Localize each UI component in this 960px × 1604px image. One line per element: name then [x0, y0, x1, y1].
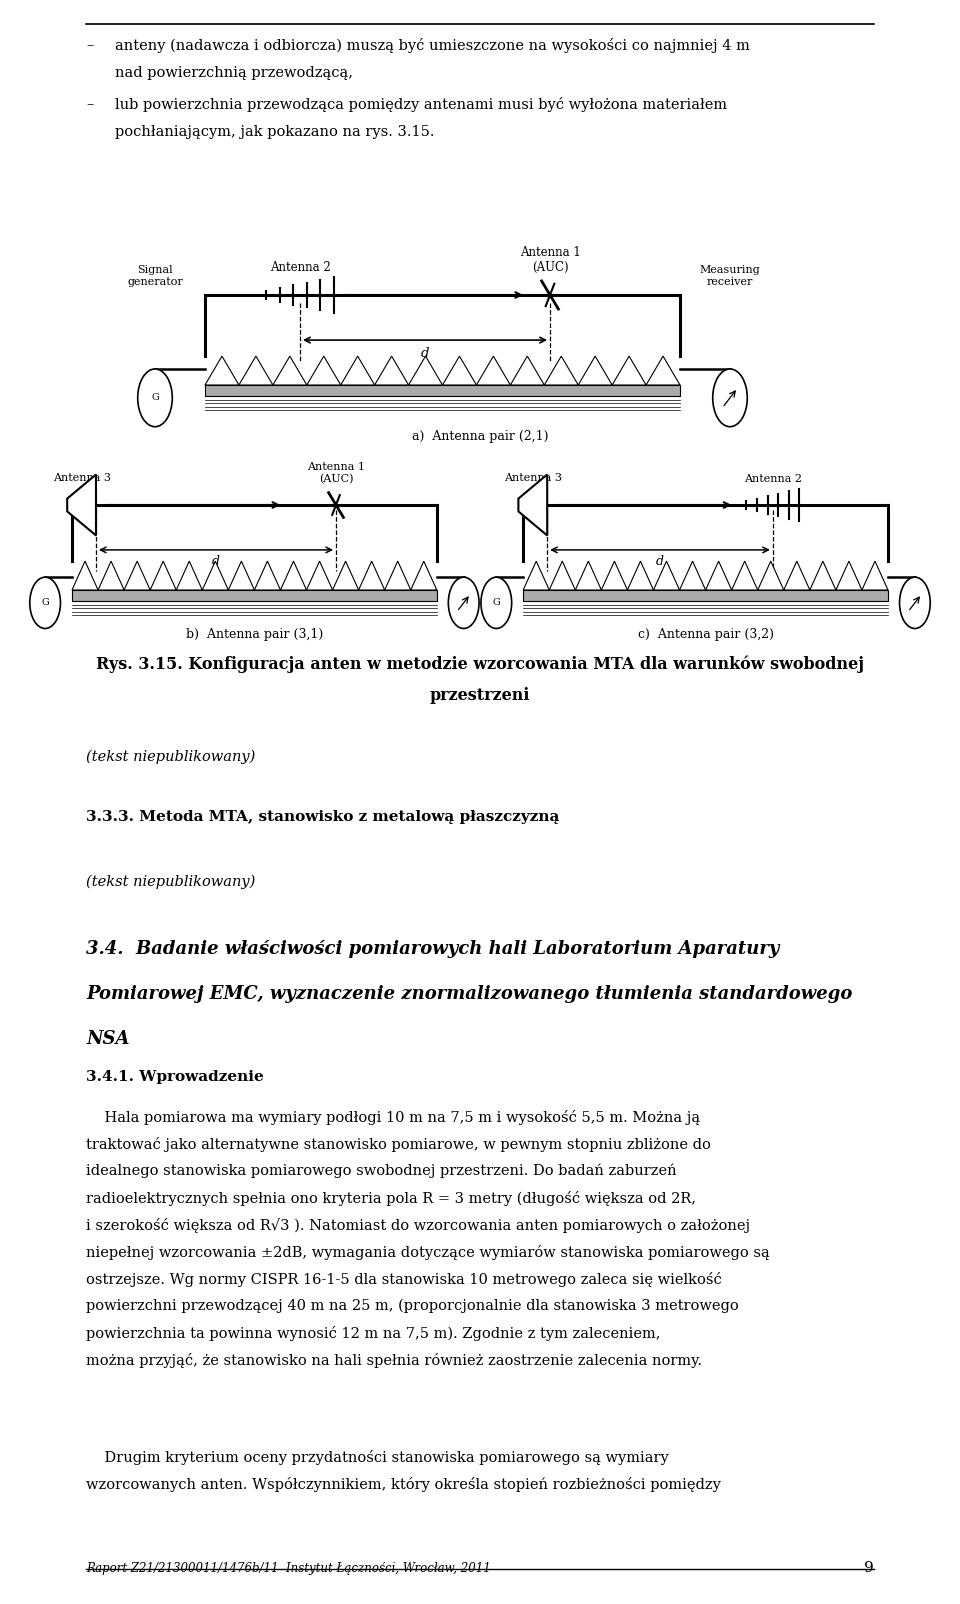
- Bar: [72, 590, 437, 602]
- Polygon shape: [836, 561, 862, 590]
- Text: –: –: [86, 96, 94, 111]
- Polygon shape: [578, 356, 612, 385]
- Circle shape: [137, 369, 172, 427]
- Text: 3.4.1. Wprowadzenie: 3.4.1. Wprowadzenie: [86, 1070, 264, 1084]
- Text: (tekst niepublikowany): (tekst niepublikowany): [86, 751, 255, 765]
- Text: powierzchnia ta powinna wynosić 12 m na 7,5 m). Zgodnie z tym zaleceniem,: powierzchnia ta powinna wynosić 12 m na …: [86, 1325, 660, 1341]
- Text: lub powierzchnia przewodząca pomiędzy antenami musi być wyłożona materiałem: lub powierzchnia przewodząca pomiędzy an…: [115, 96, 728, 112]
- Text: Rys. 3.15. Konfiguracja anten w metodzie wzorcowania MTA dla warunków swobodnej: Rys. 3.15. Konfiguracja anten w metodzie…: [96, 654, 864, 672]
- Polygon shape: [518, 475, 547, 536]
- Text: traktować jako alternatywne stanowisko pomiarowe, w pewnym stopniu zbliżone do: traktować jako alternatywne stanowisko p…: [86, 1137, 711, 1152]
- Text: Antenna 1
(AUC): Antenna 1 (AUC): [519, 245, 581, 274]
- Polygon shape: [783, 561, 810, 590]
- Circle shape: [448, 577, 479, 629]
- Polygon shape: [628, 561, 654, 590]
- Polygon shape: [341, 356, 374, 385]
- Polygon shape: [706, 561, 732, 590]
- Text: Antenna 2: Antenna 2: [744, 475, 802, 484]
- Text: 3.4.  Badanie właściwości pomiarowych hali Laboratorium Aparatury: 3.4. Badanie właściwości pomiarowych hal…: [86, 940, 780, 958]
- Polygon shape: [385, 561, 411, 590]
- Polygon shape: [203, 561, 228, 590]
- Polygon shape: [680, 561, 706, 590]
- Circle shape: [712, 369, 747, 427]
- Text: d: d: [420, 346, 429, 359]
- Text: Antenna 3: Antenna 3: [53, 473, 110, 483]
- Polygon shape: [612, 356, 646, 385]
- Circle shape: [30, 577, 60, 629]
- Text: NSA: NSA: [86, 1030, 130, 1047]
- Text: d: d: [656, 555, 664, 568]
- Polygon shape: [544, 356, 578, 385]
- Text: ostrzejsze. Wg normy CISPR 16-1-5 dla stanowiska 10 metrowego zaleca się wielkoś: ostrzejsze. Wg normy CISPR 16-1-5 dla st…: [86, 1272, 722, 1286]
- Text: Drugim kryterium oceny przydatności stanowiska pomiarowego są wymiary: Drugim kryterium oceny przydatności stan…: [86, 1450, 669, 1464]
- Text: idealnego stanowiska pomiarowego swobodnej przestrzeni. Do badań zaburzeń: idealnego stanowiska pomiarowego swobodn…: [86, 1165, 677, 1179]
- Polygon shape: [476, 356, 511, 385]
- Polygon shape: [862, 561, 888, 590]
- Polygon shape: [732, 561, 757, 590]
- Text: Raport Z21/21300011/1476b/11  Instytut Łączności, Wrocław, 2011: Raport Z21/21300011/1476b/11 Instytut Łą…: [86, 1562, 492, 1575]
- Text: G: G: [492, 598, 500, 608]
- Polygon shape: [411, 561, 437, 590]
- Text: –: –: [86, 38, 94, 51]
- Polygon shape: [523, 561, 549, 590]
- Polygon shape: [98, 561, 124, 590]
- Polygon shape: [67, 475, 96, 536]
- Polygon shape: [150, 561, 177, 590]
- Polygon shape: [273, 356, 307, 385]
- Polygon shape: [280, 561, 306, 590]
- Text: Pomiarowej EMC, wyznaczenie znormalizowanego tłumienia standardowego: Pomiarowej EMC, wyznaczenie znormalizowa…: [86, 985, 852, 1002]
- Polygon shape: [72, 561, 98, 590]
- Text: nad powierzchnią przewodzącą,: nad powierzchnią przewodzącą,: [115, 66, 353, 80]
- Text: anteny (nadawcza i odbiorcza) muszą być umieszczone na wysokości co najmniej 4 m: anteny (nadawcza i odbiorcza) muszą być …: [115, 38, 750, 53]
- Text: 3.3.3. Metoda MTA, stanowisko z metalową płaszczyzną: 3.3.3. Metoda MTA, stanowisko z metalową…: [86, 810, 560, 824]
- Text: d: d: [212, 555, 220, 568]
- Polygon shape: [177, 561, 203, 590]
- Text: Measuring
receiver: Measuring receiver: [700, 265, 760, 287]
- Polygon shape: [549, 561, 575, 590]
- Text: wzorcowanych anten. Współczynnikiem, który określa stopień rozbieżności pomiędzy: wzorcowanych anten. Współczynnikiem, któ…: [86, 1477, 721, 1492]
- Polygon shape: [575, 561, 601, 590]
- Polygon shape: [409, 356, 443, 385]
- Polygon shape: [511, 356, 544, 385]
- Text: i szerokość większa od R√3 ). Natomiast do wzorcowania anten pomiarowych o założ: i szerokość większa od R√3 ). Natomiast …: [86, 1217, 751, 1233]
- Polygon shape: [359, 561, 385, 590]
- Polygon shape: [306, 561, 332, 590]
- Polygon shape: [332, 561, 359, 590]
- Polygon shape: [757, 561, 783, 590]
- Polygon shape: [810, 561, 836, 590]
- Bar: [523, 590, 888, 602]
- Text: Hala pomiarowa ma wymiary podłogi 10 m na 7,5 m i wysokość 5,5 m. Można ją: Hala pomiarowa ma wymiary podłogi 10 m n…: [86, 1110, 701, 1124]
- Polygon shape: [205, 356, 239, 385]
- Polygon shape: [654, 561, 680, 590]
- Text: Antenna 2: Antenna 2: [270, 261, 330, 274]
- Circle shape: [900, 577, 930, 629]
- Text: b)  Antenna pair (3,1): b) Antenna pair (3,1): [186, 629, 323, 642]
- Bar: [205, 385, 680, 396]
- Text: powierzchni przewodzącej 40 m na 25 m, (proporcjonalnie dla stanowiska 3 metrowe: powierzchni przewodzącej 40 m na 25 m, (…: [86, 1299, 739, 1314]
- Polygon shape: [443, 356, 476, 385]
- Polygon shape: [239, 356, 273, 385]
- Text: 9: 9: [864, 1561, 874, 1575]
- Text: G: G: [151, 393, 158, 403]
- Circle shape: [481, 577, 512, 629]
- Text: można przyjąć, że stanowisko na hali spełnia również zaostrzenie zalecenia normy: można przyjąć, że stanowisko na hali spe…: [86, 1352, 703, 1368]
- Text: radioelektrycznych spełnia ono kryteria pola R = 3 metry (długość większa od 2R,: radioelektrycznych spełnia ono kryteria …: [86, 1190, 696, 1206]
- Text: niepełnej wzorcowania ±2dB, wymagania dotyczące wymiarów stanowiska pomiarowego : niepełnej wzorcowania ±2dB, wymagania do…: [86, 1245, 770, 1259]
- Text: Signal
generator: Signal generator: [127, 265, 182, 287]
- Text: a)  Antenna pair (2,1): a) Antenna pair (2,1): [412, 430, 548, 443]
- Polygon shape: [374, 356, 409, 385]
- Polygon shape: [646, 356, 680, 385]
- Text: pochłaniającym, jak pokazano na rys. 3.15.: pochłaniającym, jak pokazano na rys. 3.1…: [115, 125, 435, 140]
- Text: Antenna 3: Antenna 3: [504, 473, 562, 483]
- Text: przestrzeni: przestrzeni: [430, 687, 530, 704]
- Text: Antenna 1
(AUC): Antenna 1 (AUC): [307, 462, 365, 484]
- Polygon shape: [124, 561, 150, 590]
- Polygon shape: [254, 561, 280, 590]
- Polygon shape: [307, 356, 341, 385]
- Text: c)  Antenna pair (3,2): c) Antenna pair (3,2): [637, 629, 774, 642]
- Polygon shape: [228, 561, 254, 590]
- Text: (tekst niepublikowany): (tekst niepublikowany): [86, 876, 255, 889]
- Text: G: G: [41, 598, 49, 608]
- Polygon shape: [601, 561, 628, 590]
